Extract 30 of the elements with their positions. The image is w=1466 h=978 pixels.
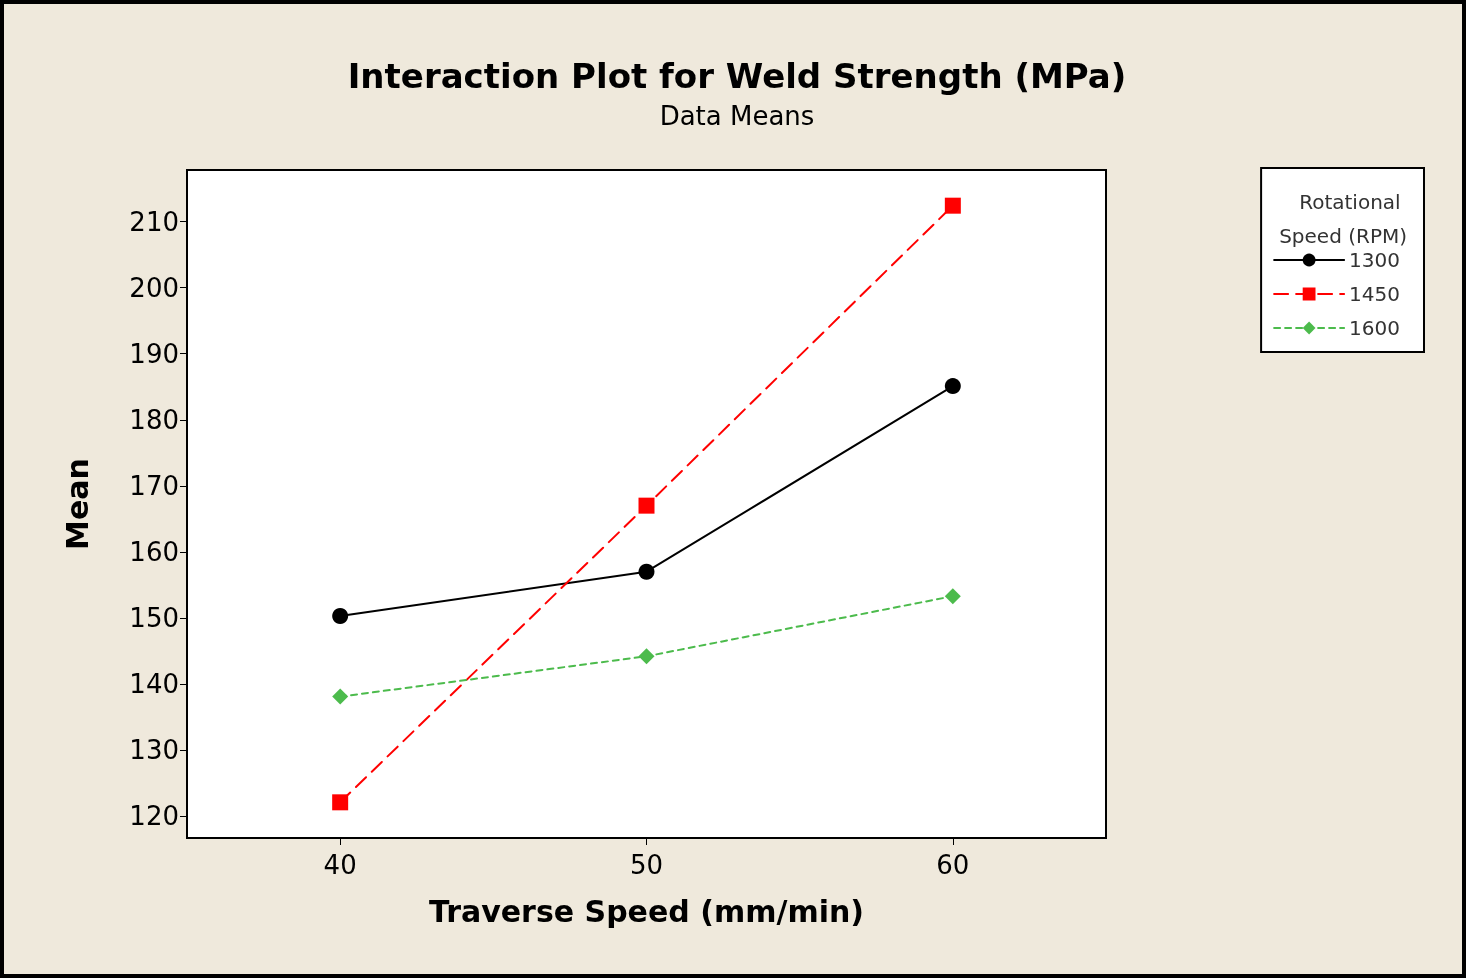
x-tick-label: 50 xyxy=(629,850,664,880)
chart-subtitle: Data Means xyxy=(659,101,815,131)
y-tick-label: 120 xyxy=(129,801,179,832)
legend-label: 1600 xyxy=(1349,316,1401,340)
y-tick-label: 170 xyxy=(129,470,179,501)
point xyxy=(944,588,961,605)
point xyxy=(332,794,349,811)
y-tick-label: 200 xyxy=(129,272,179,303)
point xyxy=(944,197,961,214)
legend-title: Rotational Speed (RPM) xyxy=(1279,190,1407,248)
x-tick-label: 60 xyxy=(936,850,970,880)
y-tick-label: 190 xyxy=(129,338,179,369)
legend-label: 1300 xyxy=(1349,248,1401,272)
y-tick-label: 180 xyxy=(129,404,179,435)
chart-title: Interaction Plot for Weld Strength (MPa) xyxy=(347,56,1127,96)
y-tick-label: 210 xyxy=(129,206,179,237)
x-axis-title: Traverse Speed (mm/min) xyxy=(428,893,865,929)
point xyxy=(332,688,349,705)
point xyxy=(944,378,961,395)
point xyxy=(332,608,349,624)
point xyxy=(638,648,655,665)
point xyxy=(638,563,655,580)
x-tick-label: 40 xyxy=(323,850,357,880)
y-tick-label: 160 xyxy=(129,536,179,567)
y-tick-label: 130 xyxy=(129,735,179,766)
y-tick-label: 150 xyxy=(129,602,179,633)
y-tick-label: 140 xyxy=(129,669,179,700)
y-axis-title: Mean xyxy=(59,458,95,550)
point xyxy=(638,497,655,514)
legend-label: 1450 xyxy=(1349,282,1401,306)
